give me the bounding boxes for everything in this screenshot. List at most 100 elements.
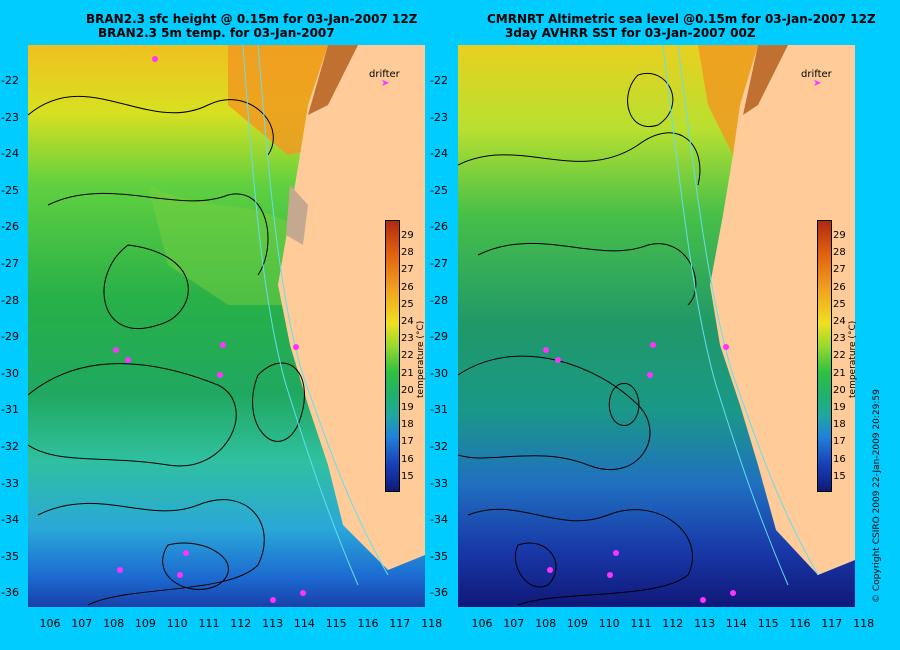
- colorbar-tick-label: 19: [401, 402, 414, 413]
- y-tick-label: -24: [1, 147, 19, 161]
- y-tick-label: -22: [430, 74, 448, 87]
- y-tick-label: -27: [430, 257, 448, 270]
- x-tick-label: 108: [103, 617, 125, 630]
- colorbar-tick-label: 23: [833, 333, 846, 345]
- y-tick-label: -36: [430, 586, 448, 600]
- x-tick-label: 109: [134, 617, 156, 630]
- right-drifter-legend: drifter ➤: [801, 69, 832, 89]
- colorbar-tick-label: 28: [401, 247, 414, 259]
- left-colorbar: [385, 220, 400, 492]
- x-tick-label: 117: [389, 617, 411, 630]
- colorbar-tick-label: 24: [833, 316, 846, 327]
- copyright-notice: © Copyright CSIRO 2009 22-Jan-2009 20:29…: [872, 389, 882, 603]
- colorbar-tick-label: 25: [401, 298, 414, 310]
- x-tick-label: 118: [421, 617, 443, 630]
- x-tick-label: 118: [853, 617, 875, 630]
- y-tick-label: -30: [430, 366, 448, 380]
- left-drifter-legend: drifter ➤: [369, 69, 400, 89]
- y-tick-label: -30: [1, 366, 19, 380]
- left-map-svg: [28, 45, 425, 607]
- drifter-label: drifter: [369, 69, 400, 80]
- drifter-arrow-icon: ➤: [813, 78, 822, 89]
- drifter-label: drifter: [801, 69, 832, 80]
- colorbar-tick-label: 21: [401, 367, 414, 379]
- y-tick-label: -23: [430, 110, 448, 124]
- y-tick-label: -32: [430, 440, 448, 453]
- x-tick-label: 107: [503, 617, 525, 630]
- colorbar-tick-label: 22: [833, 350, 846, 362]
- left-map-panel: [28, 45, 425, 607]
- y-tick-label: -26: [430, 220, 448, 234]
- colorbar-tick-label: 21: [833, 367, 846, 379]
- drifter-arrow-icon: ➤: [381, 78, 390, 89]
- left-title-line1: BRAN2.3 sfc height @ 0.15m for 03-Jan-20…: [86, 12, 418, 26]
- colorbar-tick-label: 28: [833, 247, 846, 259]
- colorbar-tick-label: 24: [401, 316, 414, 327]
- x-tick-label: 113: [262, 617, 284, 630]
- x-tick-label: 109: [566, 617, 588, 630]
- y-tick-label: -31: [1, 403, 19, 417]
- x-tick-label: 114: [293, 617, 315, 630]
- y-tick-label: -28: [430, 293, 448, 307]
- y-tick-label: -34: [1, 513, 19, 527]
- x-tick-label: 106: [471, 617, 493, 630]
- colorbar-tick-label: 20: [833, 384, 846, 396]
- x-tick-label: 112: [662, 617, 684, 630]
- colorbar-tick-label: 23: [401, 333, 414, 345]
- x-tick-label: 108: [535, 617, 557, 630]
- x-tick-label: 110: [166, 617, 188, 630]
- x-tick-label: 114: [725, 617, 747, 630]
- left-colorbar-units: temperature (°C): [416, 320, 426, 398]
- colorbar-tick-label: 16: [401, 453, 414, 465]
- colorbar-tick-label: 20: [401, 384, 414, 396]
- x-tick-label: 110: [598, 617, 620, 630]
- x-tick-label: 111: [630, 617, 652, 630]
- y-tick-label: -31: [430, 403, 448, 417]
- colorbar-tick-label: 18: [833, 419, 846, 431]
- x-tick-label: 113: [694, 617, 716, 630]
- right-map-panel: [458, 45, 855, 607]
- x-tick-label: 117: [821, 617, 843, 630]
- y-tick-label: -27: [1, 257, 19, 270]
- colorbar-tick-label: 16: [833, 453, 846, 465]
- x-tick-label: 115: [757, 617, 779, 630]
- y-tick-label: -32: [1, 440, 19, 453]
- colorbar-tick-label: 26: [833, 281, 846, 293]
- colorbar-tick-label: 25: [833, 298, 846, 310]
- y-tick-label: -24: [430, 147, 448, 161]
- y-tick-label: -36: [1, 586, 19, 600]
- y-tick-label: -33: [1, 476, 19, 490]
- right-title-line1: CMRNRT Altimetric sea level @0.15m for 0…: [487, 12, 876, 26]
- colorbar-tick-label: 17: [833, 436, 846, 448]
- y-tick-label: -35: [430, 549, 448, 563]
- x-tick-label: 115: [325, 617, 347, 630]
- colorbar-tick-label: 17: [401, 436, 414, 448]
- right-title-line2: 3day AVHRR SST for 03-Jan-2007 00Z: [505, 26, 756, 40]
- right-colorbar: [817, 220, 832, 492]
- x-tick-label: 116: [789, 617, 811, 630]
- y-tick-label: -29: [1, 330, 19, 344]
- colorbar-tick-label: 29: [833, 230, 846, 241]
- y-tick-label: -35: [1, 549, 19, 563]
- colorbar-tick-label: 18: [401, 419, 414, 431]
- y-tick-label: -23: [1, 110, 19, 124]
- y-tick-label: -28: [1, 293, 19, 307]
- right-map-svg: [458, 45, 855, 607]
- y-tick-label: -29: [430, 330, 448, 344]
- colorbar-tick-label: 19: [833, 402, 846, 413]
- y-tick-label: -26: [1, 220, 19, 234]
- colorbar-tick-label: 15: [833, 470, 846, 482]
- colorbar-tick-label: 15: [401, 470, 414, 482]
- y-tick-label: -22: [1, 74, 19, 87]
- x-tick-label: 111: [198, 617, 220, 630]
- x-tick-label: 107: [71, 617, 93, 630]
- x-tick-label: 116: [357, 617, 379, 630]
- y-tick-label: -34: [430, 513, 448, 527]
- y-tick-label: -33: [430, 476, 448, 490]
- left-title-line2: BRAN2.3 5m temp. for 03-Jan-2007: [98, 26, 335, 40]
- colorbar-tick-label: 26: [401, 281, 414, 293]
- colorbar-tick-label: 27: [833, 264, 846, 276]
- y-tick-label: -25: [430, 183, 448, 197]
- right-colorbar-units: temperature (°C): [848, 320, 858, 398]
- colorbar-tick-label: 29: [401, 230, 414, 241]
